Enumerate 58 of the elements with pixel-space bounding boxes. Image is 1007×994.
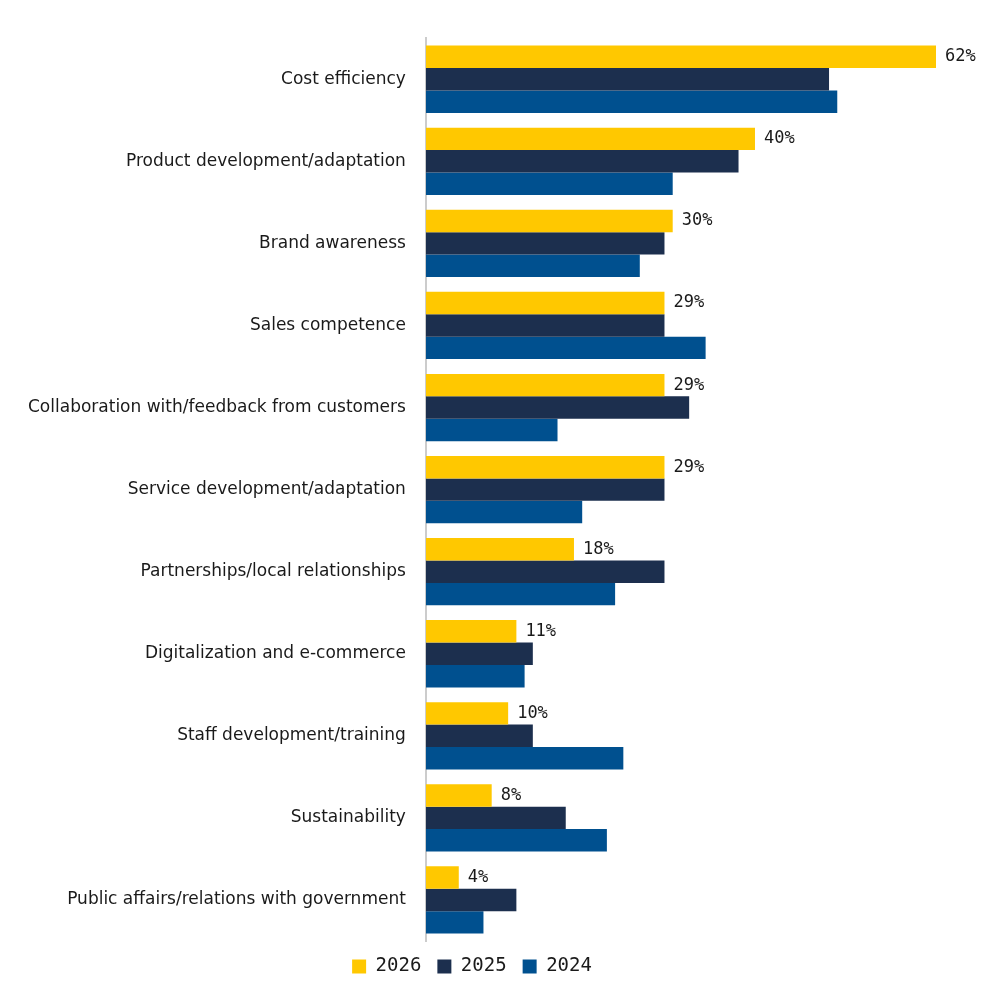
data-label: 29% (673, 291, 705, 312)
data-label: 62% (945, 45, 976, 66)
data-label: 18% (582, 537, 614, 558)
bar (425, 291, 665, 315)
bar (425, 784, 492, 807)
bar (425, 314, 665, 337)
data-label: 30% (681, 209, 713, 230)
bar (425, 582, 616, 606)
bar (425, 806, 566, 830)
y-tick-label: Cost efficiency (281, 67, 406, 88)
bar (425, 500, 583, 524)
bar (425, 724, 533, 748)
bar (425, 150, 739, 173)
bar (425, 560, 665, 583)
data-label: 4% (467, 865, 489, 886)
bar (425, 888, 517, 912)
legend-label: 2026 (375, 953, 422, 976)
y-tick-label: Staff development/training (177, 724, 406, 745)
y-tick-label: Public affairs/relations with government (67, 888, 407, 909)
bar (425, 866, 459, 889)
y-tick-label: Product development/adaptation (125, 149, 406, 170)
bar (425, 418, 558, 442)
data-label: 40% (763, 127, 795, 148)
bar (425, 538, 574, 561)
bar (425, 829, 607, 852)
bar (425, 68, 830, 91)
bar (425, 396, 690, 419)
bar (425, 373, 665, 397)
y-tick-label: Partnerships/local relationships (140, 560, 407, 581)
bar (425, 172, 673, 195)
bar (425, 747, 624, 770)
bar (425, 209, 673, 233)
data-label: 11% (525, 619, 557, 640)
bar (425, 911, 484, 934)
legend-label: 2025 (460, 953, 507, 976)
bar (425, 620, 517, 643)
bar (425, 127, 755, 151)
bar (425, 90, 838, 113)
legend-label: 2024 (546, 953, 592, 976)
bar (425, 232, 665, 255)
y-tick-label: Digitalization and e-commerce (144, 642, 406, 663)
bar (425, 336, 706, 360)
bar (425, 478, 665, 501)
data-label: 29% (673, 455, 705, 476)
bar (425, 455, 665, 479)
data-label: 8% (500, 783, 522, 804)
bar (425, 664, 525, 688)
y-tick-label: Sustainability (290, 806, 406, 827)
y-tick-label: Service development/adaptation (127, 478, 406, 499)
bar (425, 642, 533, 665)
data-label: 10% (517, 701, 548, 722)
bar (425, 702, 509, 725)
y-tick-label: Sales competence (249, 313, 406, 334)
data-label: 29% (673, 373, 705, 394)
bar (425, 254, 640, 278)
y-tick-label: Collaboration with/feedback from customers (27, 395, 406, 416)
y-tick-label: Brand awareness (259, 231, 406, 252)
bar (425, 45, 936, 69)
